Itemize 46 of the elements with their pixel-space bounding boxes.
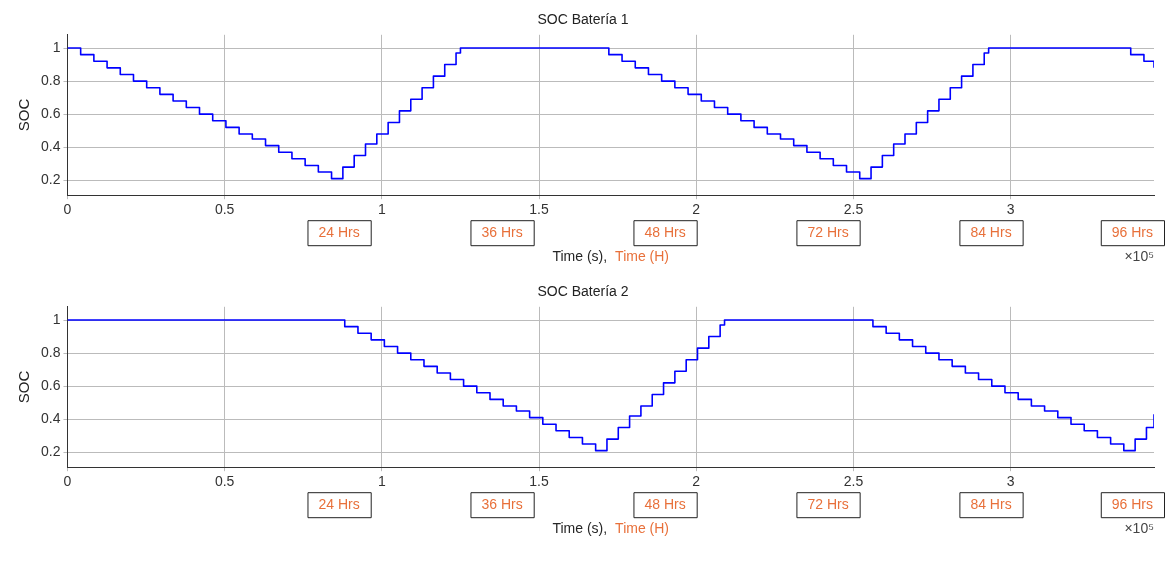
y-tick-label: 1 (52, 38, 61, 55)
text: Time (H) (615, 520, 670, 537)
text: 96 Hrs (1111, 496, 1153, 513)
y-tick-label: 0.2 (40, 171, 61, 188)
text: Time (H) (615, 248, 670, 265)
text: 48 Hrs (644, 224, 686, 241)
text: 36 Hrs (481, 496, 523, 513)
text: 84 Hrs (970, 224, 1012, 241)
y-tick-label: 0.6 (40, 377, 61, 394)
x-tick-label: 2.5 (843, 201, 864, 218)
y-axis-title: SOC (15, 98, 33, 132)
x-tick-label: 2 (692, 201, 701, 218)
chart-title: SOC Batería 1 (537, 11, 629, 28)
x-tick-label: 0.5 (214, 473, 235, 490)
y-tick-label: 0.4 (40, 410, 61, 427)
x-axis-title: Time (s), (552, 248, 608, 265)
x-tick-label: 0 (63, 201, 72, 218)
x-tick-label: 0.5 (214, 201, 235, 218)
text: 96 Hrs (1111, 224, 1153, 241)
x-axis-title: Time (s), (552, 520, 608, 537)
text: ×10⁵ (1124, 520, 1154, 537)
y-tick-label: 0.4 (40, 138, 61, 155)
text: 84 Hrs (970, 496, 1012, 513)
text: 72 Hrs (807, 224, 849, 241)
x-tick-label: 3 (1006, 201, 1015, 218)
text: 36 Hrs (481, 224, 523, 241)
x-tick-label: 1 (377, 473, 386, 490)
x-tick-label: 0 (63, 473, 72, 490)
y-tick-label: 0.8 (40, 71, 61, 88)
y-tick-label: 0.6 (40, 105, 61, 122)
x-tick-label: 1.5 (529, 473, 549, 490)
text: ×10⁵ (1124, 248, 1154, 265)
y-tick-label: 0.2 (40, 443, 61, 460)
y-axis-title: SOC (15, 370, 33, 404)
chart-title: SOC Batería 2 (537, 283, 629, 300)
text: 24 Hrs (318, 224, 360, 241)
x-tick-label: 1.5 (529, 201, 549, 218)
x-tick-label: 2.5 (843, 473, 864, 490)
x-tick-label: 3 (1006, 473, 1015, 490)
text: 72 Hrs (807, 496, 849, 513)
y-tick-label: 0.8 (40, 343, 61, 360)
x-tick-label: 2 (692, 473, 701, 490)
text: 48 Hrs (644, 496, 686, 513)
x-tick-label: 1 (377, 201, 386, 218)
y-tick-label: 1 (52, 310, 61, 327)
text: 24 Hrs (318, 496, 360, 513)
